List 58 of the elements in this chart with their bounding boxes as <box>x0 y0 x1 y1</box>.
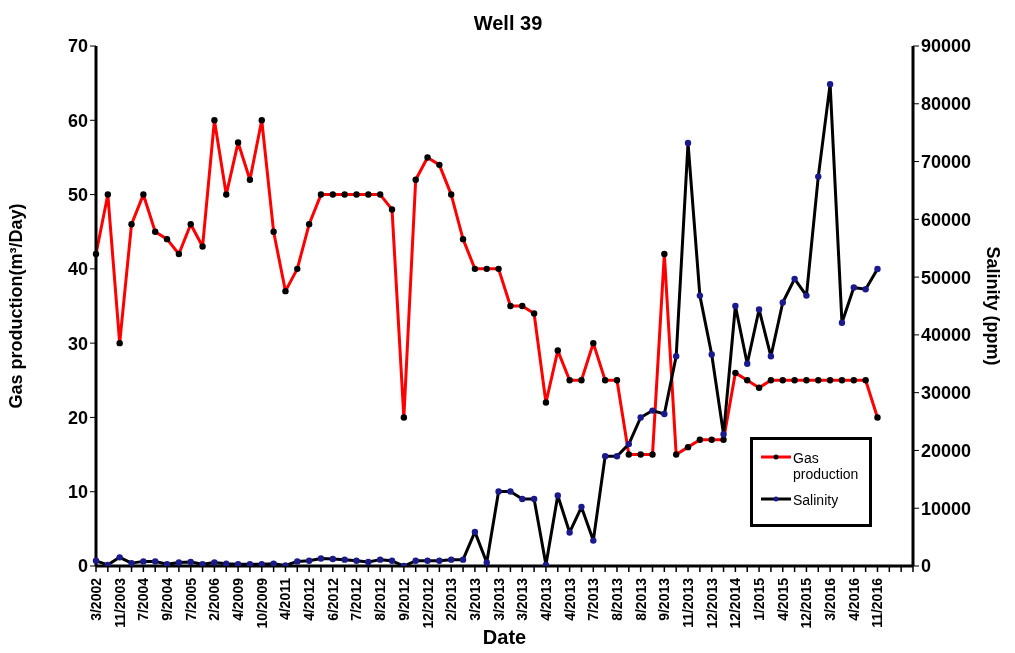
x-tick-label: 4/2015 <box>774 577 791 621</box>
x-tick-label: 8/2013 <box>608 577 625 621</box>
x-tick-label: 1/2015 <box>751 577 768 621</box>
x-tick-label: 7/2012 <box>348 577 365 621</box>
x-tick-label: 12/2015 <box>798 577 815 629</box>
y-tick-label: 60 <box>67 110 88 131</box>
y2-tick-label: 10000 <box>921 498 972 519</box>
y-tick-label: 30 <box>67 333 88 354</box>
chart-title: Well 39 <box>472 12 544 35</box>
x-tick-label: 4/2009 <box>230 577 247 621</box>
y2-tick-label: 60000 <box>921 209 972 230</box>
x-tick-label: 12/2014 <box>727 577 744 629</box>
y2-axis-title: Salinity (ppm) <box>982 246 1003 366</box>
y2-tick-label: 90000 <box>921 36 972 57</box>
x-tick-label: 7/2013 <box>585 577 602 621</box>
y-tick-label: 20 <box>67 407 88 428</box>
y2-tick-label: 50000 <box>921 267 972 288</box>
legend-label: Salinity <box>793 492 839 508</box>
x-tick-label: 2/2013 <box>443 577 460 621</box>
x-tick-label: 8/2012 <box>372 577 389 621</box>
y2-tick-label: 80000 <box>921 94 972 115</box>
x-tick-label: 9/2013 <box>656 577 673 621</box>
x-tick-label: 3/2016 <box>822 577 839 621</box>
x-tick-label: 10/2009 <box>253 577 270 629</box>
x-tick-label: 4/2013 <box>537 577 554 621</box>
x-tick-label: 11/2003 <box>111 577 128 628</box>
y2-tick-label: 0 <box>921 556 932 577</box>
x-tick-label: 12/2012 <box>419 577 436 629</box>
x-tick-label: 3/2002 <box>88 577 104 621</box>
y2-tick-label: 30000 <box>921 383 972 404</box>
x-tick-label: 12/2013 <box>703 577 720 629</box>
y-tick-label: 10 <box>67 482 88 503</box>
x-tick-label: 4/2013 <box>561 577 578 621</box>
y2-tick-label: 20000 <box>921 440 972 461</box>
y-tick-label: 40 <box>67 259 88 280</box>
x-axis-title: Date <box>482 626 527 648</box>
x-tick-label: 4/2011 <box>277 577 294 621</box>
x-tick-label: 3/2013 <box>466 577 483 621</box>
x-tick-label: 2/2006 <box>206 577 223 621</box>
y2-tick-label: 70000 <box>921 151 972 172</box>
y2-tick-label: 40000 <box>921 325 972 346</box>
x-tick-label: 4/2016 <box>845 577 862 621</box>
y-tick-label: 70 <box>67 36 88 57</box>
x-tick-label: 7/2005 <box>182 577 199 621</box>
x-tick-label: 7/2004 <box>135 577 152 621</box>
x-tick-label: 8/2013 <box>632 577 649 621</box>
x-tick-label: 9/2012 <box>395 577 412 621</box>
x-tick-label: 3/2013 <box>490 577 507 621</box>
x-tick-label: 9/2004 <box>159 577 176 621</box>
x-tick-label: 11/2016 <box>869 577 886 628</box>
x-tick-label: 3/2013 <box>514 577 531 621</box>
y-tick-label: 50 <box>67 184 88 205</box>
y-axis-title: Gas production(m³/Day) <box>6 203 27 409</box>
x-tick-label: 4/2012 <box>301 577 318 621</box>
x-tick-label: 11/2013 <box>680 577 697 628</box>
legend-label: Gas production <box>793 450 860 482</box>
x-tick-label: 6/2012 <box>324 577 341 621</box>
y-tick-label: 0 <box>77 556 88 577</box>
